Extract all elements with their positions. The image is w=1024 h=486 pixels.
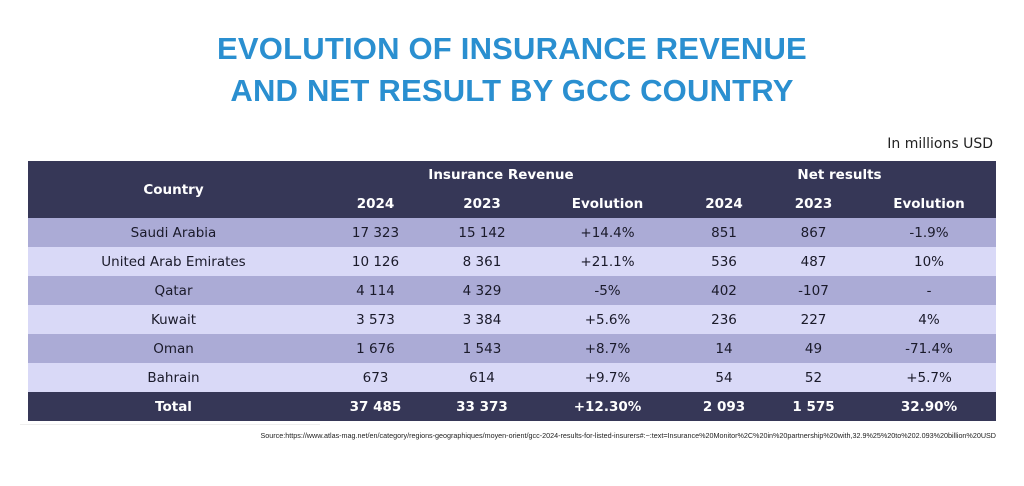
cell-net-2024: 402 xyxy=(683,276,765,305)
cell-rev-2023: 3 384 xyxy=(432,305,532,334)
cell-net-evolution: 10% xyxy=(862,247,996,276)
table-row: Bahrain 673 614 +9.7% 54 52 +5.7% xyxy=(28,363,996,392)
cell-net-2023: 227 xyxy=(765,305,862,334)
table-row: Saudi Arabia 17 323 15 142 +14.4% 851 86… xyxy=(28,218,996,247)
cell-net-2023: -107 xyxy=(765,276,862,305)
total-label: Total xyxy=(28,392,319,421)
header-net-evolution: Evolution xyxy=(862,189,996,218)
cell-net-2023: 52 xyxy=(765,363,862,392)
header-country: Country xyxy=(28,161,319,218)
cell-rev-2023: 1 543 xyxy=(432,334,532,363)
cell-rev-2023: 614 xyxy=(432,363,532,392)
cell-net-2023: 49 xyxy=(765,334,862,363)
table-row: Qatar 4 114 4 329 -5% 402 -107 - xyxy=(28,276,996,305)
cell-net-2024: 14 xyxy=(683,334,765,363)
table-row: Oman 1 676 1 543 +8.7% 14 49 -71.4% xyxy=(28,334,996,363)
cell-rev-2024: 3 573 xyxy=(319,305,432,334)
cell-net-evolution: +5.7% xyxy=(862,363,996,392)
cell-rev-evolution: +14.4% xyxy=(532,218,683,247)
cell-country: Qatar xyxy=(28,276,319,305)
cell-net-2024: 851 xyxy=(683,218,765,247)
header-net-2024: 2024 xyxy=(683,189,765,218)
cell-country: Saudi Arabia xyxy=(28,218,319,247)
cell-rev-2023: 4 329 xyxy=(432,276,532,305)
cell-net-2024: 536 xyxy=(683,247,765,276)
header-rev-2023: 2023 xyxy=(432,189,532,218)
cell-rev-evolution: +9.7% xyxy=(532,363,683,392)
cell-net-evolution: - xyxy=(862,276,996,305)
title-line-2: AND NET RESULT BY GCC COUNTRY xyxy=(230,73,794,108)
title-line-1: EVOLUTION OF INSURANCE REVENUE xyxy=(217,31,807,66)
total-rev-2024: 37 485 xyxy=(319,392,432,421)
divider xyxy=(20,424,320,425)
total-net-evolution: 32.90% xyxy=(862,392,996,421)
page-title: EVOLUTION OF INSURANCE REVENUE AND NET R… xyxy=(0,28,1024,112)
total-net-2023: 1 575 xyxy=(765,392,862,421)
total-rev-2023: 33 373 xyxy=(432,392,532,421)
header-rev-evolution: Evolution xyxy=(532,189,683,218)
total-row: Total 37 485 33 373 +12.30% 2 093 1 575 … xyxy=(28,392,996,421)
cell-net-2024: 54 xyxy=(683,363,765,392)
header-rev-2024: 2024 xyxy=(319,189,432,218)
cell-rev-evolution: +5.6% xyxy=(532,305,683,334)
total-net-2024: 2 093 xyxy=(683,392,765,421)
cell-rev-evolution: +21.1% xyxy=(532,247,683,276)
header-row-groups: Country Insurance Revenue Net results xyxy=(28,161,996,218)
cell-country: Oman xyxy=(28,334,319,363)
cell-rev-evolution: +8.7% xyxy=(532,334,683,363)
cell-rev-2023: 8 361 xyxy=(432,247,532,276)
cell-rev-2024: 1 676 xyxy=(319,334,432,363)
cell-rev-2024: 673 xyxy=(319,363,432,392)
cell-rev-2024: 17 323 xyxy=(319,218,432,247)
gcc-insurance-table: Country Insurance Revenue Net results 20… xyxy=(28,161,996,421)
cell-net-2023: 867 xyxy=(765,218,862,247)
cell-net-evolution: -71.4% xyxy=(862,334,996,363)
header-insurance-revenue: Insurance Revenue xyxy=(319,161,683,189)
header-row-years: 2024 2023 Evolution 2024 2023 Evolution xyxy=(28,189,996,218)
header-net-2023: 2023 xyxy=(765,189,862,218)
cell-country: Kuwait xyxy=(28,305,319,334)
cell-rev-evolution: -5% xyxy=(532,276,683,305)
table-row: United Arab Emirates 10 126 8 361 +21.1%… xyxy=(28,247,996,276)
total-rev-evolution: +12.30% xyxy=(532,392,683,421)
cell-net-evolution: 4% xyxy=(862,305,996,334)
cell-net-2024: 236 xyxy=(683,305,765,334)
table-row: Kuwait 3 573 3 384 +5.6% 236 227 4% xyxy=(28,305,996,334)
cell-rev-2023: 15 142 xyxy=(432,218,532,247)
source-link[interactable]: Source:https://www.atlas-mag.net/en/cate… xyxy=(260,431,996,440)
unit-note: In millions USD xyxy=(887,136,993,152)
cell-country: United Arab Emirates xyxy=(28,247,319,276)
cell-country: Bahrain xyxy=(28,363,319,392)
cell-rev-2024: 4 114 xyxy=(319,276,432,305)
cell-net-2023: 487 xyxy=(765,247,862,276)
cell-net-evolution: -1.9% xyxy=(862,218,996,247)
header-net-results: Net results xyxy=(683,161,996,189)
cell-rev-2024: 10 126 xyxy=(319,247,432,276)
